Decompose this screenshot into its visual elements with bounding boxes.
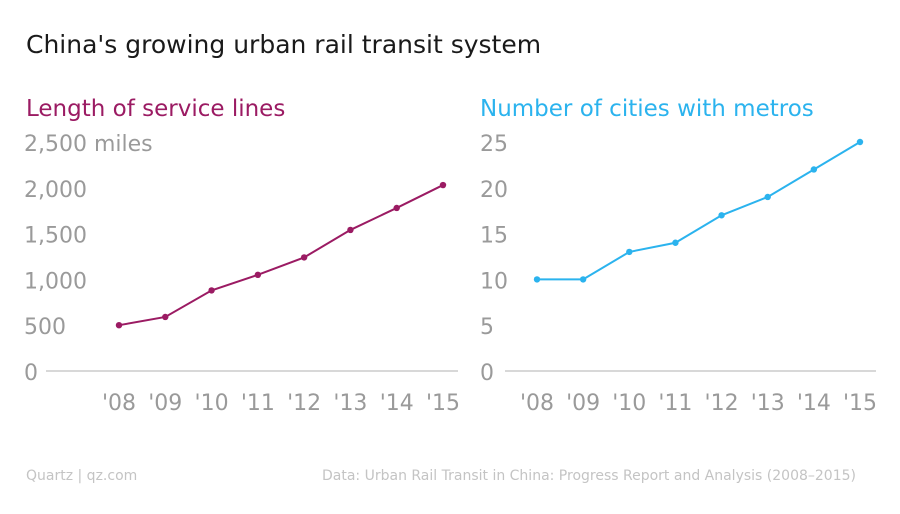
cities-x-tick-label: '10 [612,391,646,416]
length-x-tick-label: '08 [102,391,136,416]
length-data-point [300,254,308,261]
length-data-point [162,313,169,321]
length-y-tick-label: 1,500 [24,224,87,249]
cities-y-tick-label: 20 [480,178,508,203]
cities-x-tick-label: '14 [797,391,831,416]
length-chart-title: Length of service lines [26,96,285,122]
cities-data-point [626,248,633,256]
cities-series-line [537,141,861,281]
length-x-tick-label: '12 [287,391,321,416]
length-x-tick-label: '15 [426,391,460,416]
length-x-tick-label: '13 [333,391,367,416]
cities-x-tick-label: '11 [658,391,692,416]
cities-x-tick-label: '15 [843,391,877,416]
cities-data-point [856,138,864,146]
length-y-tick-label: 2,500 miles [24,132,153,157]
length-data-point [254,271,262,279]
length-y-tick-label: 0 [24,361,38,386]
length-y-tick-label: 1,000 [24,269,87,294]
cities-y-tick-label: 5 [480,315,494,340]
page-title: China's growing urban rail transit syste… [26,30,542,59]
length-x-tick-label: '10 [195,391,229,416]
length-x-tick-label: '14 [380,391,414,416]
length-data-point [208,287,215,294]
length-x-tick-label: '11 [241,391,275,416]
cities-data-point [533,276,541,283]
cities-x-tick-label: '08 [520,391,554,416]
cities-x-tick-label: '12 [705,391,739,416]
cities-y-tick-label: 15 [480,224,508,249]
length-data-point [347,226,354,234]
length-y-tick-label: 2,000 [24,178,87,203]
cities-y-tick-label: 25 [480,132,508,157]
credit-text: Quartz | qz.com [26,468,138,484]
cities-x-tick-label: '09 [566,391,600,416]
length-data-point [439,181,447,189]
cities-data-point [764,193,771,201]
source-text: Data: Urban Rail Transit in China: Progr… [322,468,856,484]
cities-chart-title: Number of cities with metros [480,96,814,122]
cities-data-point [810,166,818,173]
length-y-tick-label: 500 [24,315,66,340]
length-x-tick-label: '09 [148,391,182,416]
cities-data-point [672,239,679,246]
length-data-point [115,322,123,329]
cities-data-point [718,212,725,219]
cities-x-tick-label: '13 [751,391,785,416]
cities-y-tick-label: 0 [480,361,494,386]
length-series-line [118,184,444,327]
length-data-point [393,204,400,212]
cities-data-point [579,276,587,283]
cities-y-tick-label: 10 [480,269,508,294]
